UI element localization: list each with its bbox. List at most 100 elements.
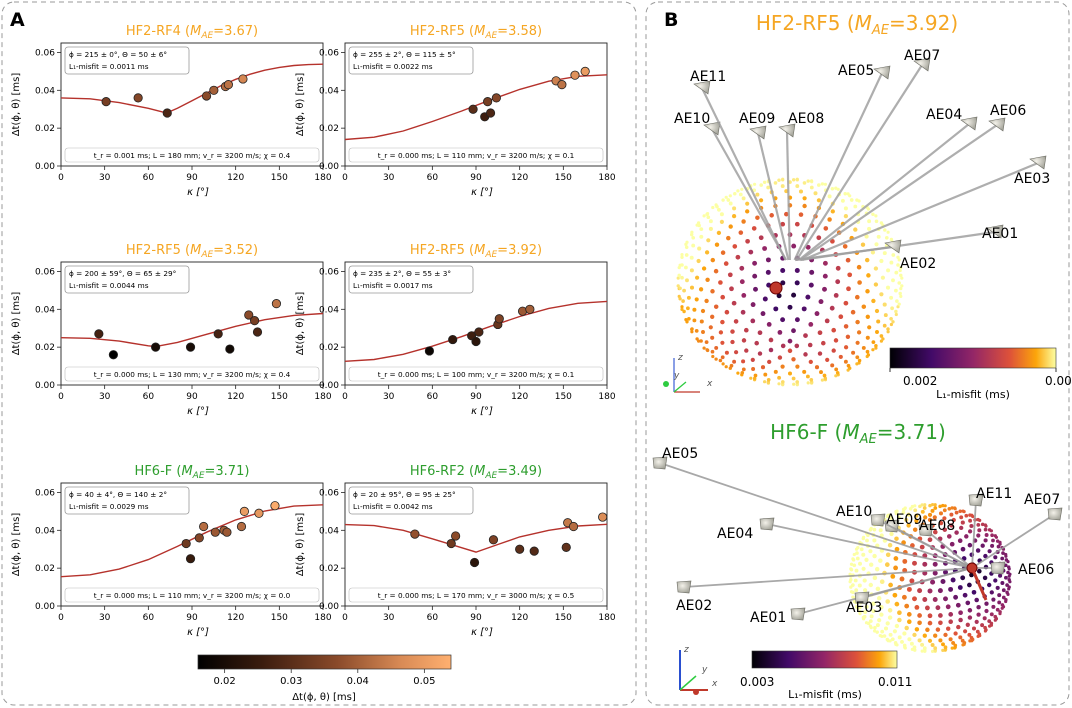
misfit-point xyxy=(739,279,745,285)
misfit-point xyxy=(850,309,856,315)
misfit-point xyxy=(906,586,912,592)
misfit-point xyxy=(954,510,959,515)
sensor-cone xyxy=(1047,507,1063,521)
misfit-point xyxy=(752,273,758,279)
misfit-point xyxy=(706,215,711,220)
misfit-point xyxy=(933,529,938,535)
misfit-point xyxy=(889,295,894,300)
misfit-point xyxy=(787,304,793,310)
misfit-point xyxy=(699,234,704,239)
y-axis-label: Δt(ϕ, θ) [ms] xyxy=(295,73,306,137)
misfit-point xyxy=(879,334,884,338)
misfit-point xyxy=(871,348,875,352)
misfit-point xyxy=(724,309,730,315)
sensor-cone xyxy=(759,517,775,531)
misfit-point xyxy=(989,612,994,617)
misfit-point xyxy=(852,563,857,568)
misfit-point xyxy=(773,369,778,374)
sensor-ray xyxy=(971,513,1056,569)
misfit-point xyxy=(762,246,768,251)
misfit-point xyxy=(892,592,898,598)
misfit-point xyxy=(990,533,994,538)
misfit-point xyxy=(680,253,684,257)
misfit-point xyxy=(940,579,946,584)
misfit-point xyxy=(831,327,837,333)
misfit-point xyxy=(959,515,964,520)
y-tick-label: 0.04 xyxy=(35,526,55,536)
misfit-point xyxy=(969,523,974,529)
subplot-title-mae: =3.67) xyxy=(213,24,258,39)
misfit-point xyxy=(757,330,763,336)
misfit-point xyxy=(730,329,735,334)
misfit-point xyxy=(853,578,858,583)
misfit-point xyxy=(727,272,733,278)
misfit-point xyxy=(869,625,873,630)
misfit-point xyxy=(957,585,963,590)
misfit-point xyxy=(912,560,917,566)
info-box xyxy=(348,46,474,75)
misfit-point xyxy=(996,544,1001,549)
misfit-point xyxy=(857,358,862,363)
colorbar-a-tick-label: 0.03 xyxy=(280,676,302,687)
misfit-point xyxy=(813,191,818,196)
misfit-point xyxy=(930,579,936,585)
misfit-point xyxy=(882,634,887,638)
misfit-point xyxy=(995,539,1000,543)
misfit-point xyxy=(741,292,747,298)
data-point xyxy=(254,508,264,518)
misfit-point xyxy=(729,363,734,368)
misfit-point xyxy=(867,226,872,231)
misfit-point xyxy=(900,639,904,644)
misfit-point xyxy=(873,625,877,630)
x-tick-label: 30 xyxy=(99,173,111,183)
misfit-point xyxy=(958,509,962,514)
misfit-point xyxy=(687,316,691,321)
subplot-title: HF2-RF5 (MAE=3.52) xyxy=(126,243,258,260)
sensor-label: AE03 xyxy=(846,600,882,616)
panel-b-top-title-mae: 3.92 xyxy=(906,11,951,35)
misfit-point xyxy=(768,347,774,353)
sensor-label: AE05 xyxy=(662,446,698,462)
x-tick-label: 90 xyxy=(470,392,482,402)
misfit-point xyxy=(706,238,711,243)
y-tick-label: 0.02 xyxy=(319,124,339,134)
info-angles: ϕ = 255 ± 2°, Θ = 115 ± 5° xyxy=(353,50,456,59)
sensor-cone xyxy=(913,57,931,72)
misfit-point xyxy=(898,291,902,296)
misfit-point xyxy=(897,610,902,616)
sensor-cone xyxy=(790,607,806,621)
misfit-point xyxy=(816,235,822,241)
misfit-point xyxy=(865,349,870,354)
misfit-point xyxy=(845,334,851,339)
misfit-point xyxy=(741,338,747,343)
data-point xyxy=(238,74,248,84)
misfit-point xyxy=(893,556,899,561)
misfit-point xyxy=(872,553,877,559)
misfit-point xyxy=(948,637,953,642)
misfit-point xyxy=(960,546,966,552)
misfit-point xyxy=(943,632,948,638)
misfit-point xyxy=(1006,570,1010,575)
misfit-point xyxy=(680,255,684,259)
colorbar-a-tick-label: 0.02 xyxy=(213,676,235,687)
misfit-point xyxy=(823,376,828,381)
misfit-point xyxy=(713,304,719,309)
y-tick-label: 0.06 xyxy=(319,488,339,498)
subplot-title-main: HF6-F ( xyxy=(135,464,182,479)
misfit-point xyxy=(731,213,737,219)
misfit-point xyxy=(769,213,774,218)
x-tick-label: 0 xyxy=(342,392,348,402)
misfit-point xyxy=(971,589,977,595)
misfit-point xyxy=(942,516,947,521)
misfit-point xyxy=(917,588,923,594)
misfit-point xyxy=(805,294,811,300)
misfit-point xyxy=(894,546,900,552)
misfit-point xyxy=(889,260,894,265)
subplot-title-main: HF2-RF5 ( xyxy=(410,243,474,258)
misfit-point xyxy=(949,512,954,517)
x-tick-label: 180 xyxy=(314,173,331,183)
misfit-point xyxy=(933,633,938,638)
misfit-point xyxy=(745,238,750,244)
misfit-point xyxy=(917,613,922,618)
misfit-point xyxy=(696,258,701,264)
